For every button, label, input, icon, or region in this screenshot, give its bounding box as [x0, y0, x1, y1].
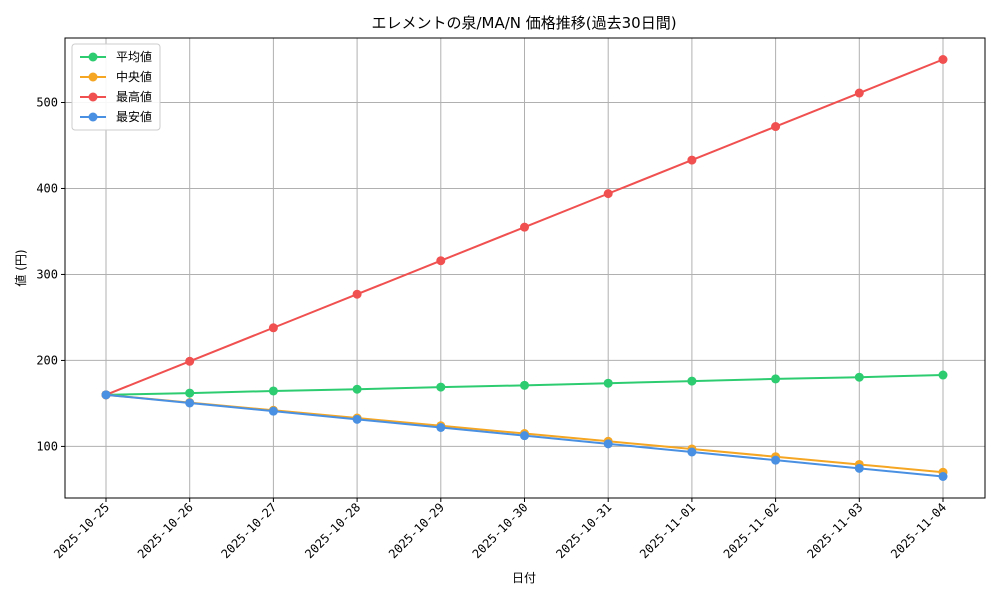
data-point: [854, 463, 864, 473]
x-axis-ticks: 2025-10-25 2025-10-26 2025-10-27 2025-10-28…: [51, 498, 949, 561]
data-point: [603, 378, 613, 388]
chart-title: エレメントの泉/MA/N 価格推移(過去30日間): [371, 14, 676, 32]
data-point: [436, 422, 446, 432]
data-point: [938, 370, 948, 380]
x-tick-label: 2025-10-30: [470, 500, 531, 561]
x-tick-label: 2025-10-28: [302, 500, 363, 561]
legend-swatch-marker: [88, 112, 98, 122]
data-point: [854, 88, 864, 98]
x-tick-label: 2025-11-04: [888, 500, 949, 561]
legend-box: [71, 43, 161, 131]
data-point: [603, 189, 613, 199]
data-point: [520, 222, 529, 232]
y-axis-ticks: 100 200 300 400 500: [36, 95, 65, 453]
x-tick-label: 2025-10-29: [386, 500, 447, 561]
data-point: [436, 382, 446, 392]
x-tick-label: 2025-10-26: [135, 500, 196, 561]
data-point: [687, 376, 697, 386]
data-point: [352, 289, 362, 299]
x-axis-title: 日付: [512, 571, 536, 585]
data-point: [771, 122, 781, 132]
data-point: [352, 414, 362, 424]
data-point: [603, 439, 613, 449]
data-point: [938, 472, 948, 482]
legend-label: 最安値: [116, 109, 152, 124]
data-point: [771, 374, 781, 384]
data-point: [687, 155, 697, 165]
y-tick-label: 100: [36, 439, 58, 453]
series-最安値: [101, 390, 948, 482]
y-tick-label: 400: [36, 181, 58, 195]
data-point: [101, 390, 111, 400]
y-tick-label: 200: [36, 353, 58, 367]
legend-label: 中央値: [116, 69, 152, 84]
series-layer: [101, 54, 948, 482]
legend-label: 平均値: [116, 49, 152, 64]
legend-swatch-marker: [88, 72, 98, 82]
data-point: [185, 398, 195, 408]
data-point: [938, 54, 948, 64]
legend-swatch-marker: [88, 52, 98, 62]
y-tick-label: 300: [36, 267, 58, 281]
data-point: [352, 384, 362, 394]
data-point: [268, 406, 278, 416]
grid-lines: [65, 38, 985, 498]
data-point: [854, 372, 864, 382]
y-axis-title: 値 (円): [13, 249, 28, 286]
data-point: [520, 380, 529, 390]
data-point: [520, 431, 529, 441]
data-point: [185, 388, 195, 398]
x-tick-label: 2025-11-01: [637, 500, 698, 561]
y-tick-label: 500: [36, 95, 58, 109]
legend-swatch-marker: [88, 92, 98, 102]
data-point: [268, 323, 278, 333]
data-point: [436, 256, 446, 266]
x-tick-label: 2025-11-03: [804, 500, 865, 561]
x-tick-label: 2025-10-31: [553, 500, 614, 561]
x-tick-label: 2025-10-27: [219, 500, 280, 561]
data-point: [185, 356, 195, 366]
data-point: [687, 447, 697, 457]
x-tick-label: 2025-11-02: [721, 500, 782, 561]
legend-label: 最高値: [116, 89, 152, 104]
data-point: [771, 455, 781, 465]
x-tick-label: 2025-10-25: [51, 500, 112, 561]
data-point: [268, 386, 278, 396]
